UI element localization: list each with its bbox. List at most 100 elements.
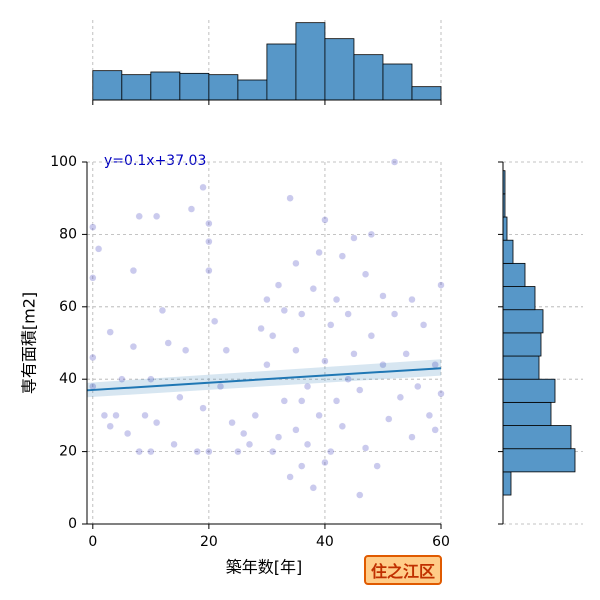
x-axis-label: 築年数[年] xyxy=(226,558,303,577)
scatter-point xyxy=(205,219,213,228)
scatter-point xyxy=(297,462,306,470)
scatter-point xyxy=(315,411,323,420)
scatter-point xyxy=(303,440,312,449)
scatter-point xyxy=(425,411,434,420)
histogram-bar xyxy=(295,22,326,101)
scatter-point xyxy=(205,266,213,275)
fit-annotation: y=0.1x+37.03 xyxy=(104,153,206,169)
scatter-point xyxy=(321,357,329,365)
scatter-point xyxy=(187,205,196,213)
scatter-point xyxy=(321,216,329,224)
y-tick-label: 40 xyxy=(59,371,77,387)
y-axis-label: 専有面積[m2] xyxy=(20,292,39,394)
scatter-point xyxy=(332,295,341,304)
histogram-bar xyxy=(324,38,355,101)
histogram-bar xyxy=(411,86,442,101)
scatter-point xyxy=(419,321,428,329)
scatter-point xyxy=(112,411,120,420)
scatter-point xyxy=(222,346,231,354)
scatter-point xyxy=(338,252,347,260)
scatter-point xyxy=(297,310,306,318)
histogram-bar xyxy=(382,63,413,101)
scatter-point xyxy=(431,426,439,434)
scatter-point xyxy=(94,245,103,253)
scatter-point xyxy=(158,306,167,315)
scatter-point xyxy=(326,321,335,329)
histogram-bar xyxy=(502,286,536,311)
x-tick-label: 40 xyxy=(316,534,334,550)
histogram-bar xyxy=(502,332,542,357)
y-tick-label: 80 xyxy=(59,226,77,242)
x-tick-label: 0 xyxy=(88,534,97,550)
histogram-bar xyxy=(502,378,556,403)
y-tick-label: 60 xyxy=(59,299,77,315)
scatter-point xyxy=(263,295,271,304)
scatter-point xyxy=(205,237,213,246)
scatter-point xyxy=(350,234,358,242)
scatter-point xyxy=(268,447,277,456)
scatter-point xyxy=(129,342,138,351)
histogram-bar xyxy=(502,448,576,473)
scatter-point xyxy=(390,158,399,166)
scatter-point xyxy=(396,393,405,402)
scatter-point xyxy=(379,292,387,300)
scatter-point xyxy=(147,447,155,456)
scatter-point xyxy=(147,375,155,383)
scatter-point xyxy=(199,183,207,192)
scatter-point xyxy=(100,411,109,420)
histogram-bar xyxy=(502,401,552,426)
histogram-bar xyxy=(121,74,152,101)
scatter-point xyxy=(89,223,97,231)
scatter-point xyxy=(274,281,283,289)
scatter-point xyxy=(152,418,161,427)
scatter-point xyxy=(315,248,323,257)
scatter-point xyxy=(437,281,445,289)
scatter-point xyxy=(89,353,97,362)
scatter-point xyxy=(292,346,300,354)
scatter-point xyxy=(129,266,138,275)
histogram-bar xyxy=(237,79,268,101)
scatter-point xyxy=(356,491,364,499)
scatter-point xyxy=(106,422,114,431)
scatter-point xyxy=(263,360,271,369)
scatter-point xyxy=(402,350,410,358)
scatter-point xyxy=(257,324,265,333)
histogram-bar xyxy=(502,425,572,450)
histogram-bar xyxy=(502,355,540,380)
scatter-point xyxy=(135,212,143,221)
scatter-point xyxy=(89,274,97,282)
scatter-point xyxy=(332,397,341,405)
scatter-point xyxy=(170,440,178,449)
scatter-point xyxy=(268,332,277,340)
scatter-point xyxy=(234,447,242,456)
scatter-point xyxy=(118,375,126,383)
scatter-point xyxy=(152,212,161,221)
histogram-bar xyxy=(150,71,181,101)
scatter-point xyxy=(361,270,370,278)
histogram-bar xyxy=(179,72,210,101)
scatter-point xyxy=(205,447,213,456)
scatter-point xyxy=(309,484,318,492)
scatter-point xyxy=(379,360,387,369)
scatter-point xyxy=(135,447,143,456)
scatter-point xyxy=(164,339,172,347)
scatter-point xyxy=(338,422,347,431)
x-tick-label: 60 xyxy=(432,534,450,550)
scatter-point xyxy=(367,230,376,239)
scatter-point xyxy=(361,444,370,452)
scatter-point xyxy=(286,194,294,202)
scatter-point xyxy=(326,447,335,456)
scatter-point xyxy=(321,458,329,467)
scatter-point xyxy=(309,284,318,293)
scatter-point xyxy=(408,295,416,304)
scatter-point xyxy=(245,440,254,449)
histogram-bar xyxy=(502,239,514,264)
scatter-point xyxy=(373,462,381,470)
histogram-bar xyxy=(353,54,384,101)
scatter-point xyxy=(251,411,260,420)
scatter-point xyxy=(344,310,352,318)
scatter-point xyxy=(193,447,202,456)
histogram-bar xyxy=(502,216,508,241)
